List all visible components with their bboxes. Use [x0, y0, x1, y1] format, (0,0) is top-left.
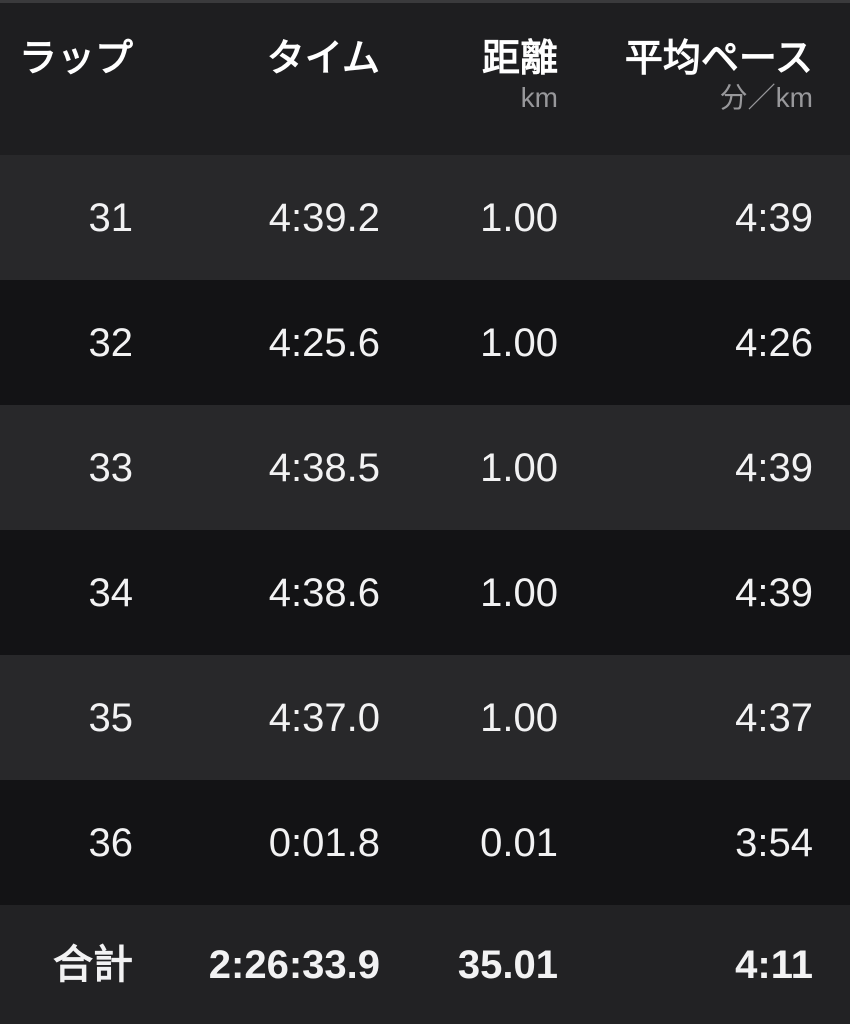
lap-cell: 33 — [88, 445, 134, 490]
pace-cell: 4:39 — [735, 445, 813, 490]
distance-cell: 1.00 — [480, 695, 558, 740]
distance-cell: 1.00 — [480, 570, 558, 615]
total-pace-cell: 4:11 — [735, 942, 813, 987]
pace-cell: 4:37 — [735, 695, 813, 740]
column-header-time: タイム — [133, 3, 380, 155]
lap-row-36: 36 0:01.8 0.01 3:54 — [0, 780, 850, 905]
lap-row-32: 32 4:25.6 1.00 4:26 — [0, 280, 850, 405]
pace-cell: 3:54 — [735, 820, 813, 865]
lap-row-35: 35 4:37.0 1.00 4:37 — [0, 655, 850, 780]
time-cell: 4:39.2 — [268, 195, 380, 240]
lap-row-33: 33 4:38.5 1.00 4:39 — [0, 405, 850, 530]
pace-cell: 4:39 — [735, 195, 813, 240]
lap-cell: 32 — [88, 320, 134, 365]
column-label-pace: 平均ペース — [624, 38, 813, 80]
total-distance-cell: 35.01 — [457, 942, 558, 987]
table-header: ラップ タイム 距離 km 平均ペース 分／km — [0, 3, 850, 155]
column-unit-pace: 分／km — [719, 82, 813, 113]
column-header-lap: ラップ — [0, 3, 133, 155]
lap-row-34: 34 4:38.6 1.00 4:39 — [0, 530, 850, 655]
time-cell: 4:25.6 — [268, 320, 380, 365]
distance-cell: 1.00 — [480, 445, 558, 490]
pace-cell: 4:26 — [735, 320, 813, 365]
column-header-pace: 平均ペース 分／km — [558, 3, 813, 155]
lap-cell: 35 — [88, 695, 134, 740]
column-label-lap: ラップ — [18, 38, 133, 80]
time-cell: 0:01.8 — [268, 820, 380, 865]
lap-cell: 34 — [88, 570, 134, 615]
column-header-distance: 距離 km — [380, 3, 558, 155]
lap-rows-list[interactable]: 31 4:39.2 1.00 4:39 32 4:25.6 1.00 4:26 … — [0, 155, 850, 1024]
total-time-cell: 2:26:33.9 — [208, 942, 380, 987]
pace-cell: 4:39 — [735, 570, 813, 615]
total-label-cell: 合計 — [53, 942, 133, 987]
distance-cell: 0.01 — [480, 820, 558, 865]
lap-row-31: 31 4:39.2 1.00 4:39 — [0, 155, 850, 280]
lap-cell: 31 — [88, 195, 134, 240]
column-unit-distance: km — [520, 82, 558, 113]
column-label-time: タイム — [266, 38, 380, 80]
time-cell: 4:38.6 — [268, 570, 380, 615]
column-label-distance: 距離 — [481, 38, 558, 80]
distance-cell: 1.00 — [480, 320, 558, 365]
distance-cell: 1.00 — [480, 195, 558, 240]
time-cell: 4:38.5 — [268, 445, 380, 490]
time-cell: 4:37.0 — [268, 695, 380, 740]
top-divider — [0, 0, 850, 3]
total-row: 合計 2:26:33.9 35.01 4:11 — [0, 905, 850, 1024]
lap-cell: 36 — [88, 820, 134, 865]
